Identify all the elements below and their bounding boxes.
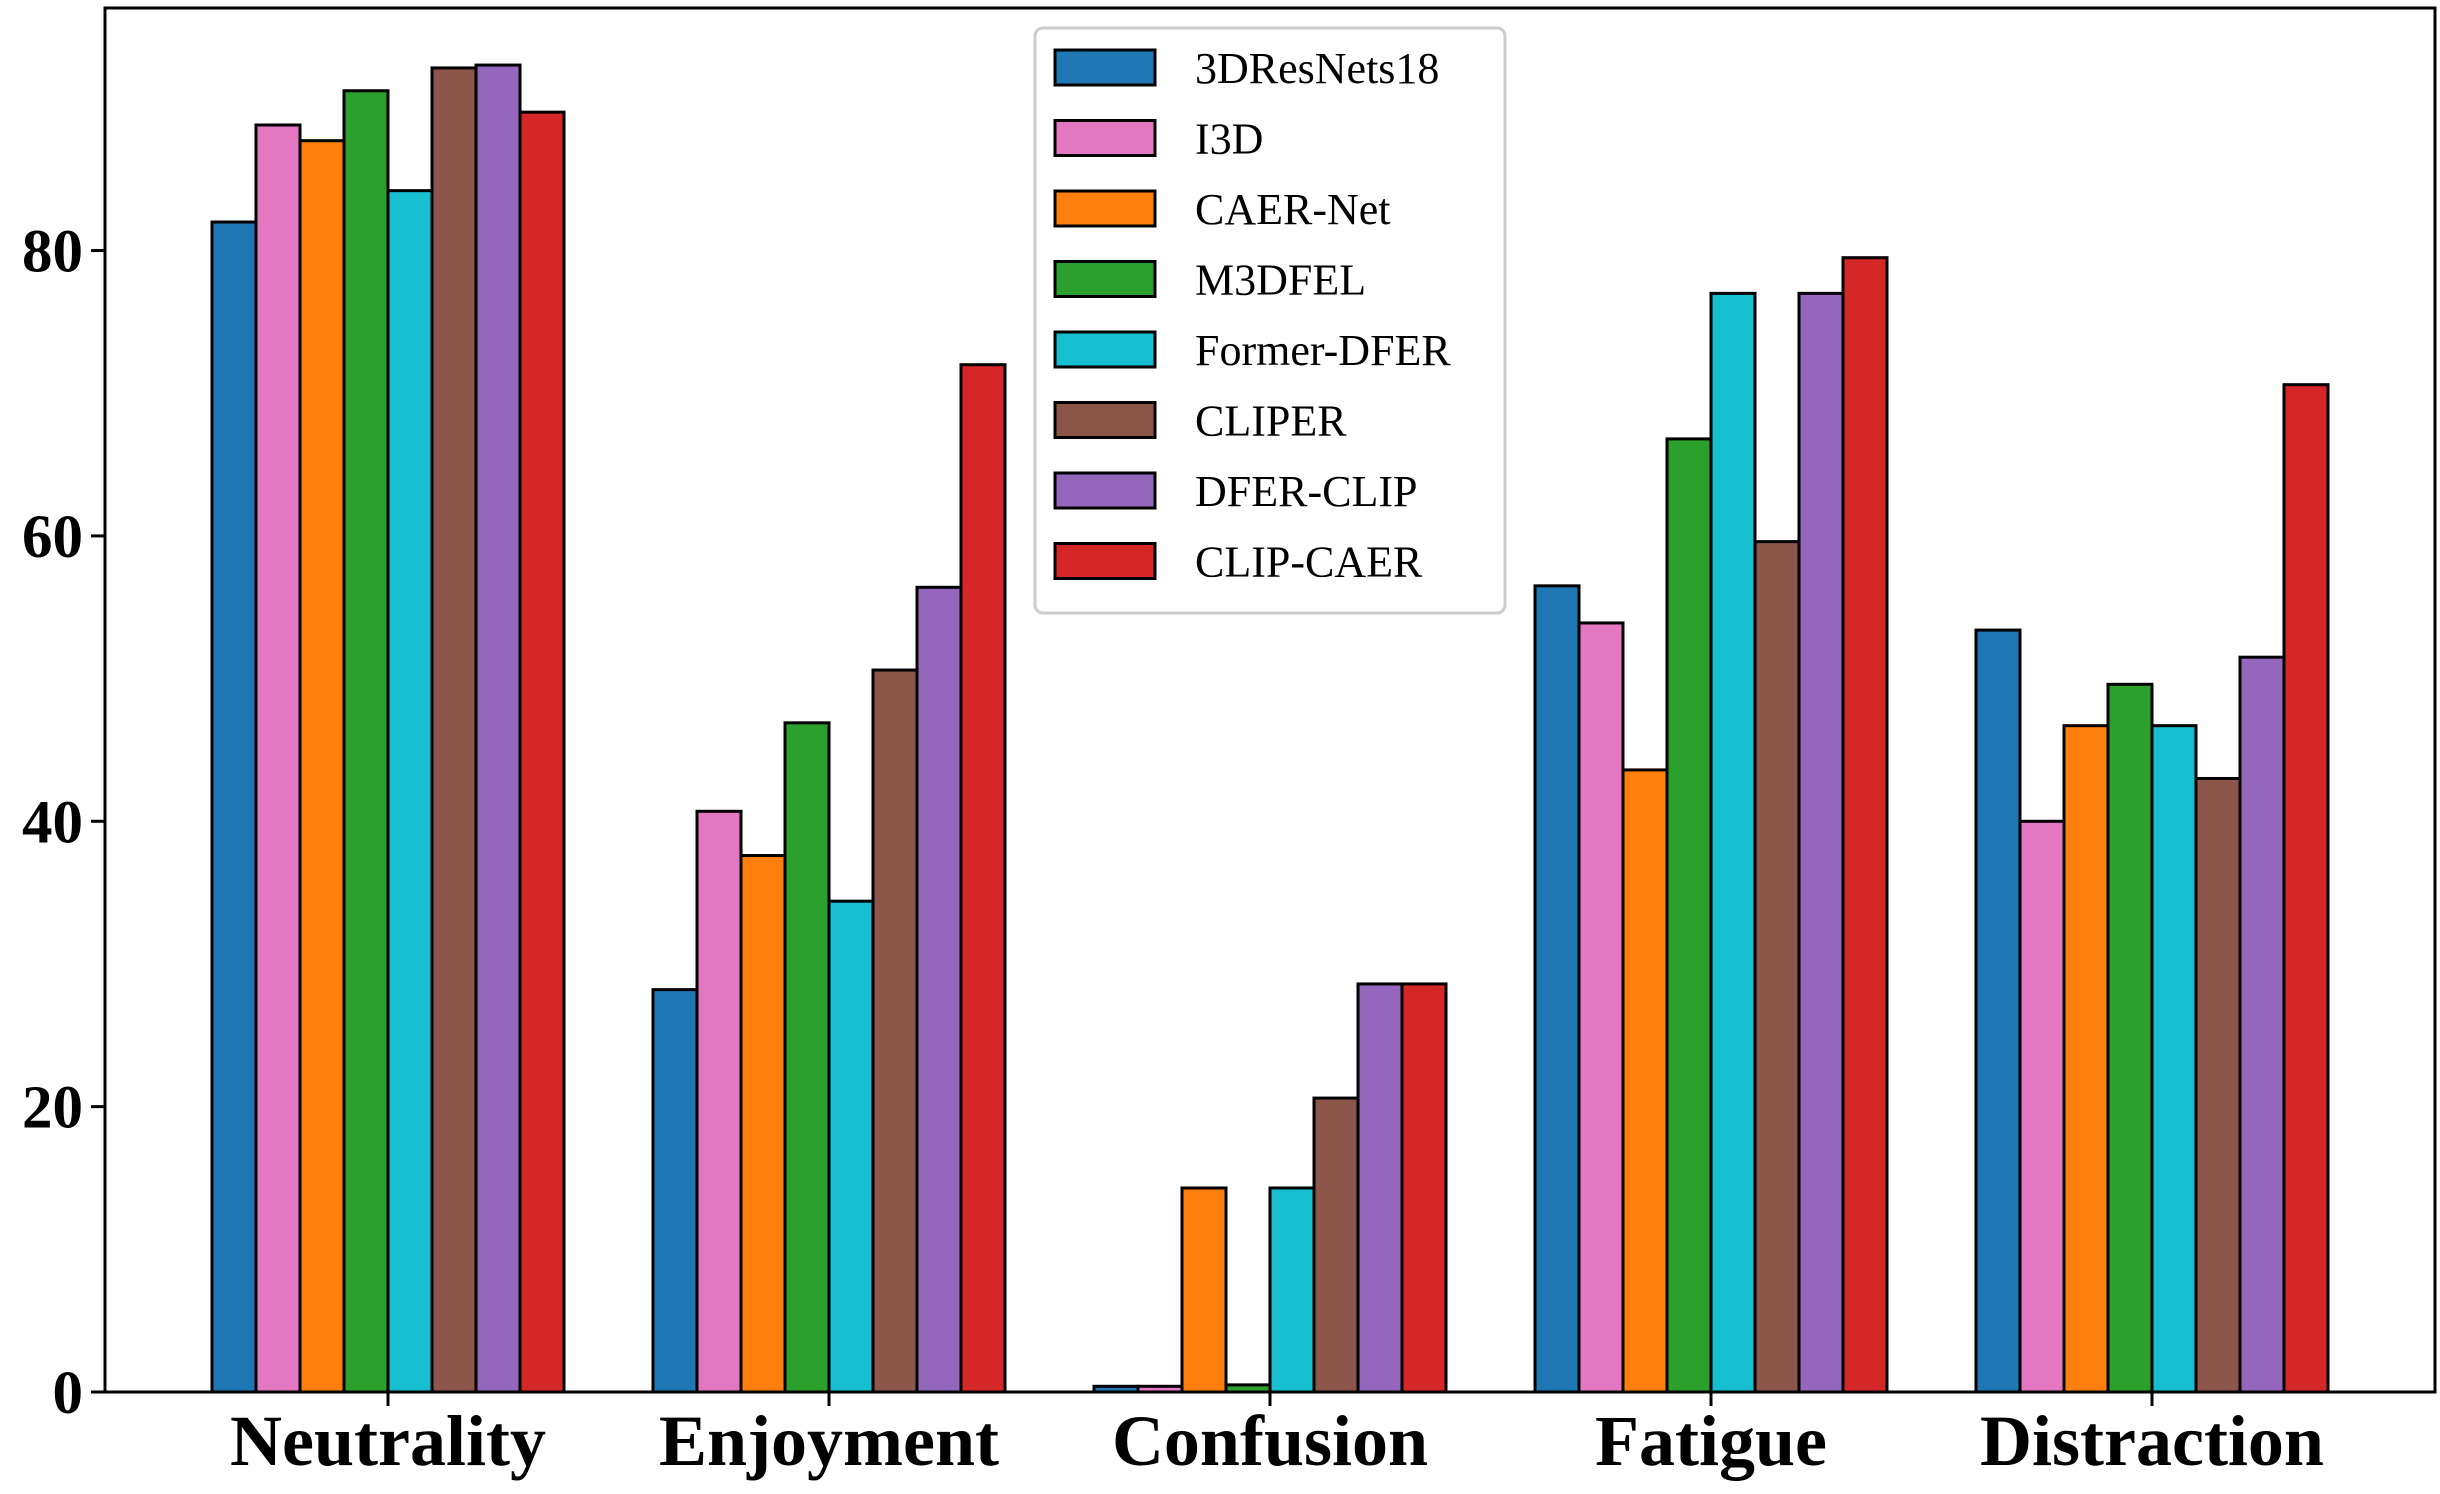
bar-caer-net-confusion	[1180, 1186, 1228, 1394]
bar-3dresnets18-enjoyment	[651, 988, 699, 1394]
bar-m3dfel-enjoyment	[783, 721, 831, 1394]
bar-cliper-confusion	[1312, 1096, 1360, 1394]
x-tick-label-distraction: Distraction	[1980, 1401, 2324, 1481]
legend-label-cliper: CLIPER	[1195, 397, 1347, 446]
y-tick-label: 0	[53, 1360, 84, 1427]
legend-swatch-3dresnets18	[1053, 48, 1157, 87]
bar-cliper-neutrality	[430, 66, 478, 1394]
bar-dfer-clip-distraction	[2238, 655, 2286, 1394]
bar-dfer-clip-enjoyment	[915, 585, 963, 1394]
bar-former-dfer-fatigue	[1709, 291, 1757, 1394]
x-axis: Neutrality Enjoyment Confusion Fatigue Distr…	[230, 1392, 2324, 1481]
bar-caer-net-distraction	[2062, 724, 2110, 1394]
bar-caer-net-fatigue	[1621, 768, 1669, 1394]
x-tick-label-neutrality: Neutrality	[230, 1401, 546, 1481]
legend-swatch-m3dfel	[1053, 260, 1157, 298]
x-tick-label-fatigue: Fatigue	[1595, 1401, 1827, 1481]
bar-3dresnets18-neutrality	[210, 220, 258, 1394]
bar-clip-caer-fatigue	[1841, 256, 1889, 1394]
legend-label-3dresnets18: 3DResNets18	[1195, 44, 1439, 93]
bar-i3d-fatigue	[1577, 621, 1625, 1394]
bar-cliper-distraction	[2194, 776, 2242, 1394]
x-tick-label-confusion: Confusion	[1112, 1401, 1428, 1481]
y-tick-label: 40	[22, 789, 83, 856]
y-tick-label: 60	[22, 504, 83, 571]
legend-swatch-i3d	[1053, 119, 1157, 157]
legend: 3DResNets18 I3D CAER-Net M3DFEL Former-DFER C…	[1033, 26, 1507, 615]
bar-m3dfel-neutrality	[342, 89, 390, 1394]
bar-dfer-clip-fatigue	[1797, 291, 1845, 1394]
bar-former-dfer-neutrality	[386, 189, 434, 1394]
bars-layer	[210, 63, 2330, 1394]
bar-clip-caer-neutrality	[518, 110, 566, 1394]
bar-former-dfer-distraction	[2150, 724, 2198, 1394]
bar-3dresnets18-distraction	[1974, 628, 2022, 1394]
bar-caer-net-neutrality	[298, 139, 346, 1394]
legend-swatch-dfer-clip	[1053, 471, 1157, 510]
bar-clip-caer-enjoyment	[959, 363, 1007, 1394]
bar-i3d-distraction	[2018, 819, 2066, 1394]
y-tick-label: 80	[22, 219, 83, 286]
bar-cliper-fatigue	[1753, 540, 1801, 1394]
legend-label-caer-net: CAER-Net	[1195, 185, 1391, 234]
legend-swatch-former-dfer	[1053, 330, 1157, 369]
bar-dfer-clip-confusion	[1356, 982, 1404, 1394]
bar-former-dfer-enjoyment	[827, 899, 875, 1394]
bar-dfer-clip-neutrality	[474, 63, 522, 1394]
bar-3dresnets18-fatigue	[1533, 584, 1581, 1394]
legend-box	[1033, 26, 1507, 615]
y-tick-label: 20	[22, 1075, 83, 1142]
bar-m3dfel-fatigue	[1665, 437, 1713, 1394]
legend-swatch-clip-caer	[1053, 542, 1157, 580]
bar-i3d-enjoyment	[695, 809, 743, 1394]
x-tick-label-enjoyment: Enjoyment	[659, 1401, 999, 1481]
legend-label-dfer-clip: DFER-CLIP	[1195, 467, 1417, 516]
legend-label-m3dfel: M3DFEL	[1195, 256, 1366, 305]
y-axis: 0 20 40 60 80	[22, 219, 105, 1427]
bar-former-dfer-confusion	[1268, 1186, 1316, 1394]
bar-m3dfel-distraction	[2106, 682, 2154, 1394]
bar-caer-net-enjoyment	[739, 854, 787, 1394]
legend-swatch-cliper	[1053, 401, 1157, 439]
bar-clip-caer-confusion	[1400, 982, 1448, 1394]
bar-i3d-neutrality	[254, 123, 302, 1394]
legend-label-former-dfer: Former-DFER	[1195, 326, 1451, 375]
bar-cliper-enjoyment	[871, 668, 919, 1394]
bar-clip-caer-distraction	[2282, 383, 2330, 1394]
legend-swatch-caer-net	[1053, 189, 1157, 228]
legend-label-clip-caer: CLIP-CAER	[1195, 538, 1423, 587]
legend-label-i3d: I3D	[1195, 115, 1263, 164]
